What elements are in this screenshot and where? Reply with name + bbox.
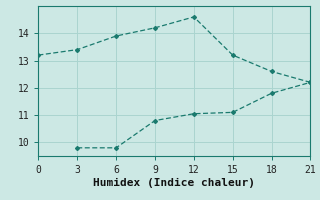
X-axis label: Humidex (Indice chaleur): Humidex (Indice chaleur) <box>93 178 255 188</box>
